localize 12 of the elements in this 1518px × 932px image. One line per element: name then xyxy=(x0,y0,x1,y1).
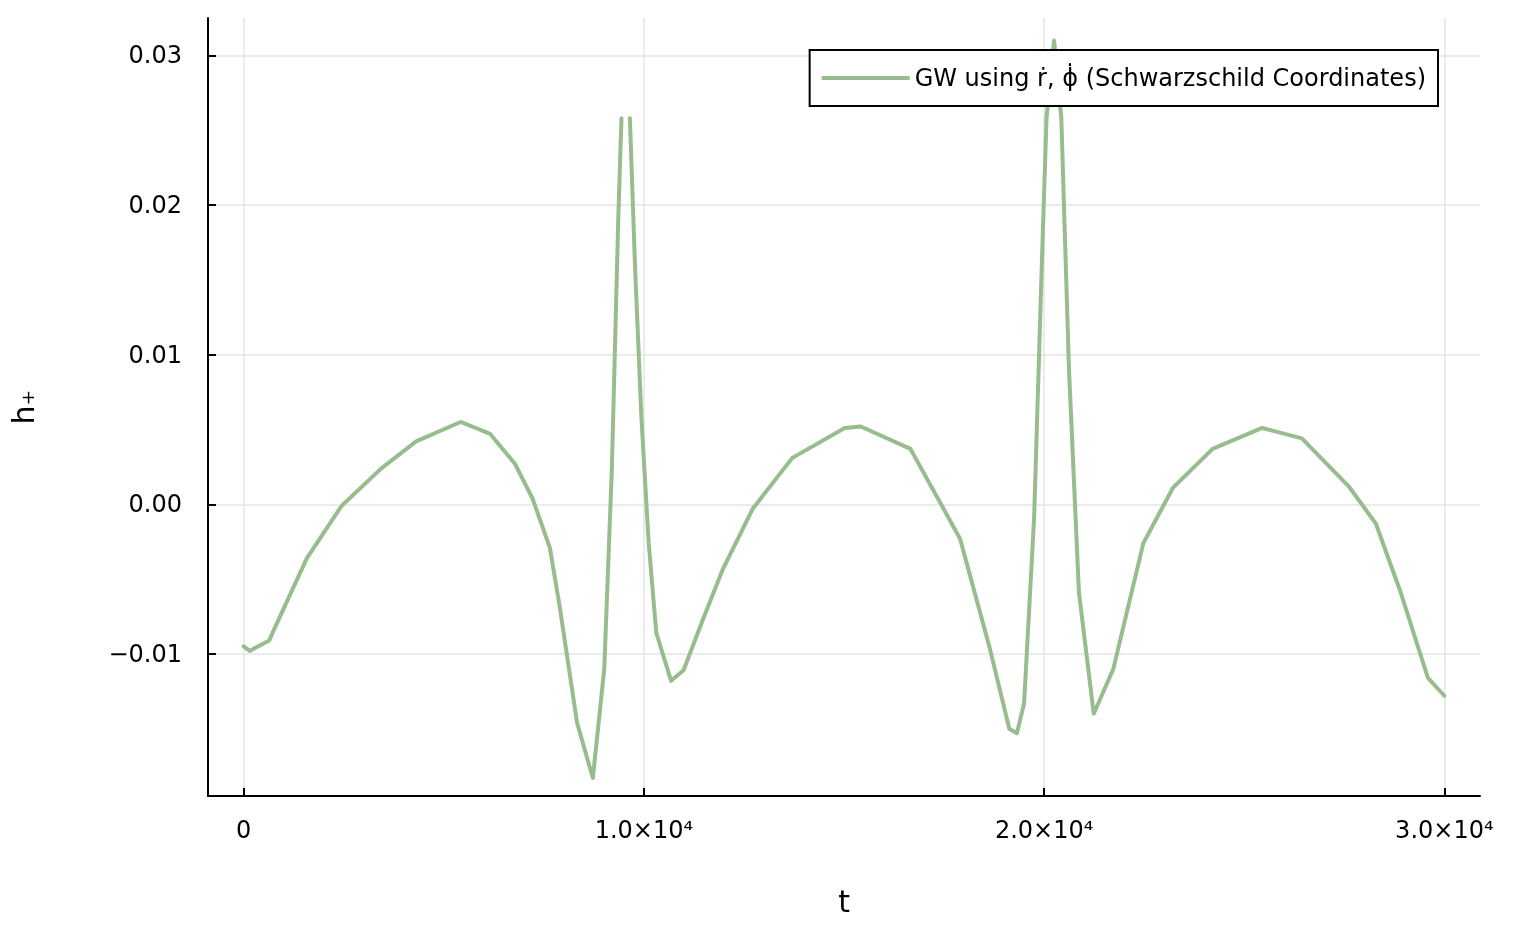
x-axis-title: t xyxy=(838,883,851,919)
x-tick-label: 3.0×10⁴ xyxy=(1395,816,1494,844)
x-tick-label: 2.0×10⁴ xyxy=(994,816,1094,844)
y-tick-label: 0.01 xyxy=(128,340,182,369)
legend-label: GW using ṙ, ϕ̇ (Schwarzschild Coordinates) xyxy=(914,62,1427,92)
x-tick-label: 1.0×10⁴ xyxy=(594,816,694,844)
y-tick-label: −0.01 xyxy=(108,639,182,668)
y-tick-label: 0.03 xyxy=(128,41,182,70)
y-axis-title: h₊ xyxy=(5,389,41,425)
x-tick-label: 0 xyxy=(236,816,252,844)
y-tick-label: 0.02 xyxy=(128,191,182,220)
y-tick-label: 0.00 xyxy=(128,490,182,519)
